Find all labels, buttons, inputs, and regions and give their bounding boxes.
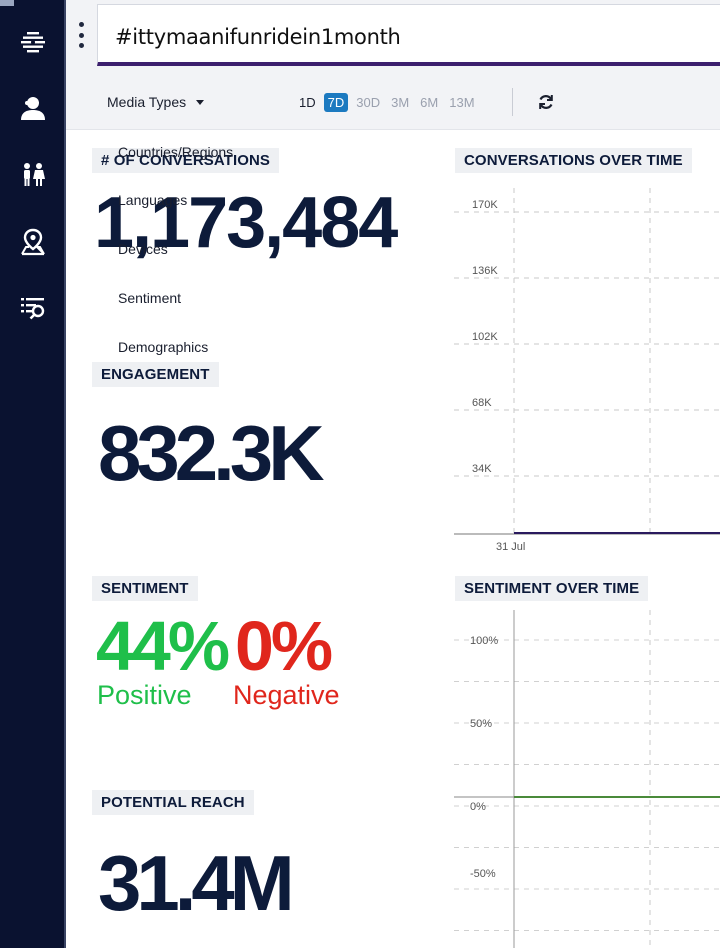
refresh-icon[interactable] xyxy=(536,92,556,112)
conversations-chart-header: CONVERSATIONS OVER TIME xyxy=(455,148,692,173)
conversations-y-tick: 136K xyxy=(472,265,498,277)
search-input[interactable]: #ittymaanifunridein1month xyxy=(97,4,720,66)
kebab-menu-icon[interactable] xyxy=(76,22,86,48)
range-30d[interactable]: 30D xyxy=(356,95,381,110)
sentiment-negative-value: 0% xyxy=(235,607,333,685)
sentiment-y-tick: -50% xyxy=(470,868,496,880)
range-3m[interactable]: 3M xyxy=(391,95,410,110)
search-bar: #ittymaanifunridein1month xyxy=(66,0,720,70)
range-6m[interactable]: 6M xyxy=(420,95,439,110)
filter-divider xyxy=(512,88,513,116)
search-query: #ittymaanifunridein1month xyxy=(115,25,401,49)
sentiment-y-tick: 50% xyxy=(470,718,492,730)
range-7d[interactable]: 7D xyxy=(323,93,349,112)
reach-header: POTENTIAL REACH xyxy=(92,790,254,815)
conversations-x-tick: 31 Jul xyxy=(496,541,525,553)
conversations-chart: 170K 136K 102K 68K 34K 31 Jul xyxy=(454,188,720,553)
people-icon[interactable] xyxy=(17,159,49,191)
dropdown-item-devices[interactable]: Devices xyxy=(118,241,168,257)
nav-top-accent xyxy=(0,0,14,6)
filter-bar: Media Types 1D 7D 30D 3M 6M 13M xyxy=(66,70,720,130)
dropdown-item-demographics[interactable]: Demographics xyxy=(118,339,209,355)
sidebar-nav xyxy=(0,0,66,948)
media-types-dropdown[interactable]: Media Types xyxy=(107,94,205,110)
user-icon[interactable] xyxy=(17,92,49,124)
sentiment-negative-label: Negative xyxy=(233,680,340,710)
sentiment-positive-value: 44% xyxy=(96,607,230,685)
dropdown-item-languages[interactable]: Languages xyxy=(118,192,188,208)
map-pin-icon[interactable] xyxy=(17,226,49,258)
dropdown-item-countries[interactable]: Countries/Regions xyxy=(118,144,234,160)
conversations-header: # OF CONVERSATIONS xyxy=(92,148,280,173)
conversations-y-tick: 68K xyxy=(472,397,492,409)
list-search-icon[interactable] xyxy=(17,292,49,324)
caret-down-icon xyxy=(196,100,205,105)
sentiment-y-tick: 0% xyxy=(470,801,486,813)
sentiment-chart: 100% 50% 0% -50% xyxy=(454,610,720,948)
sentiment-y-tick: 100% xyxy=(470,635,498,647)
dropdown-item-sentiment[interactable]: Sentiment xyxy=(118,290,182,306)
engagement-header: ENGAGEMENT xyxy=(92,362,219,387)
engagement-value: 832.3K xyxy=(98,409,325,497)
range-1d[interactable]: 1D xyxy=(299,95,316,110)
media-types-label: Media Types xyxy=(107,94,187,110)
conversations-value: 1,173,484 xyxy=(94,183,398,263)
conversations-y-tick: 34K xyxy=(472,463,492,475)
conversations-y-tick: 170K xyxy=(472,199,498,211)
time-range-selector: 1D 7D 30D 3M 6M 13M xyxy=(296,93,478,112)
sentiment-positive-label: Positive xyxy=(97,680,192,710)
stream-icon[interactable] xyxy=(17,26,49,58)
sentiment-chart-header: SENTIMENT OVER TIME xyxy=(455,576,649,601)
reach-value: 31.4M xyxy=(98,839,295,927)
conversations-y-tick: 102K xyxy=(472,331,498,343)
nav-border xyxy=(64,0,66,948)
sentiment-header: SENTIMENT xyxy=(92,576,198,601)
range-13m[interactable]: 13M xyxy=(449,95,475,110)
